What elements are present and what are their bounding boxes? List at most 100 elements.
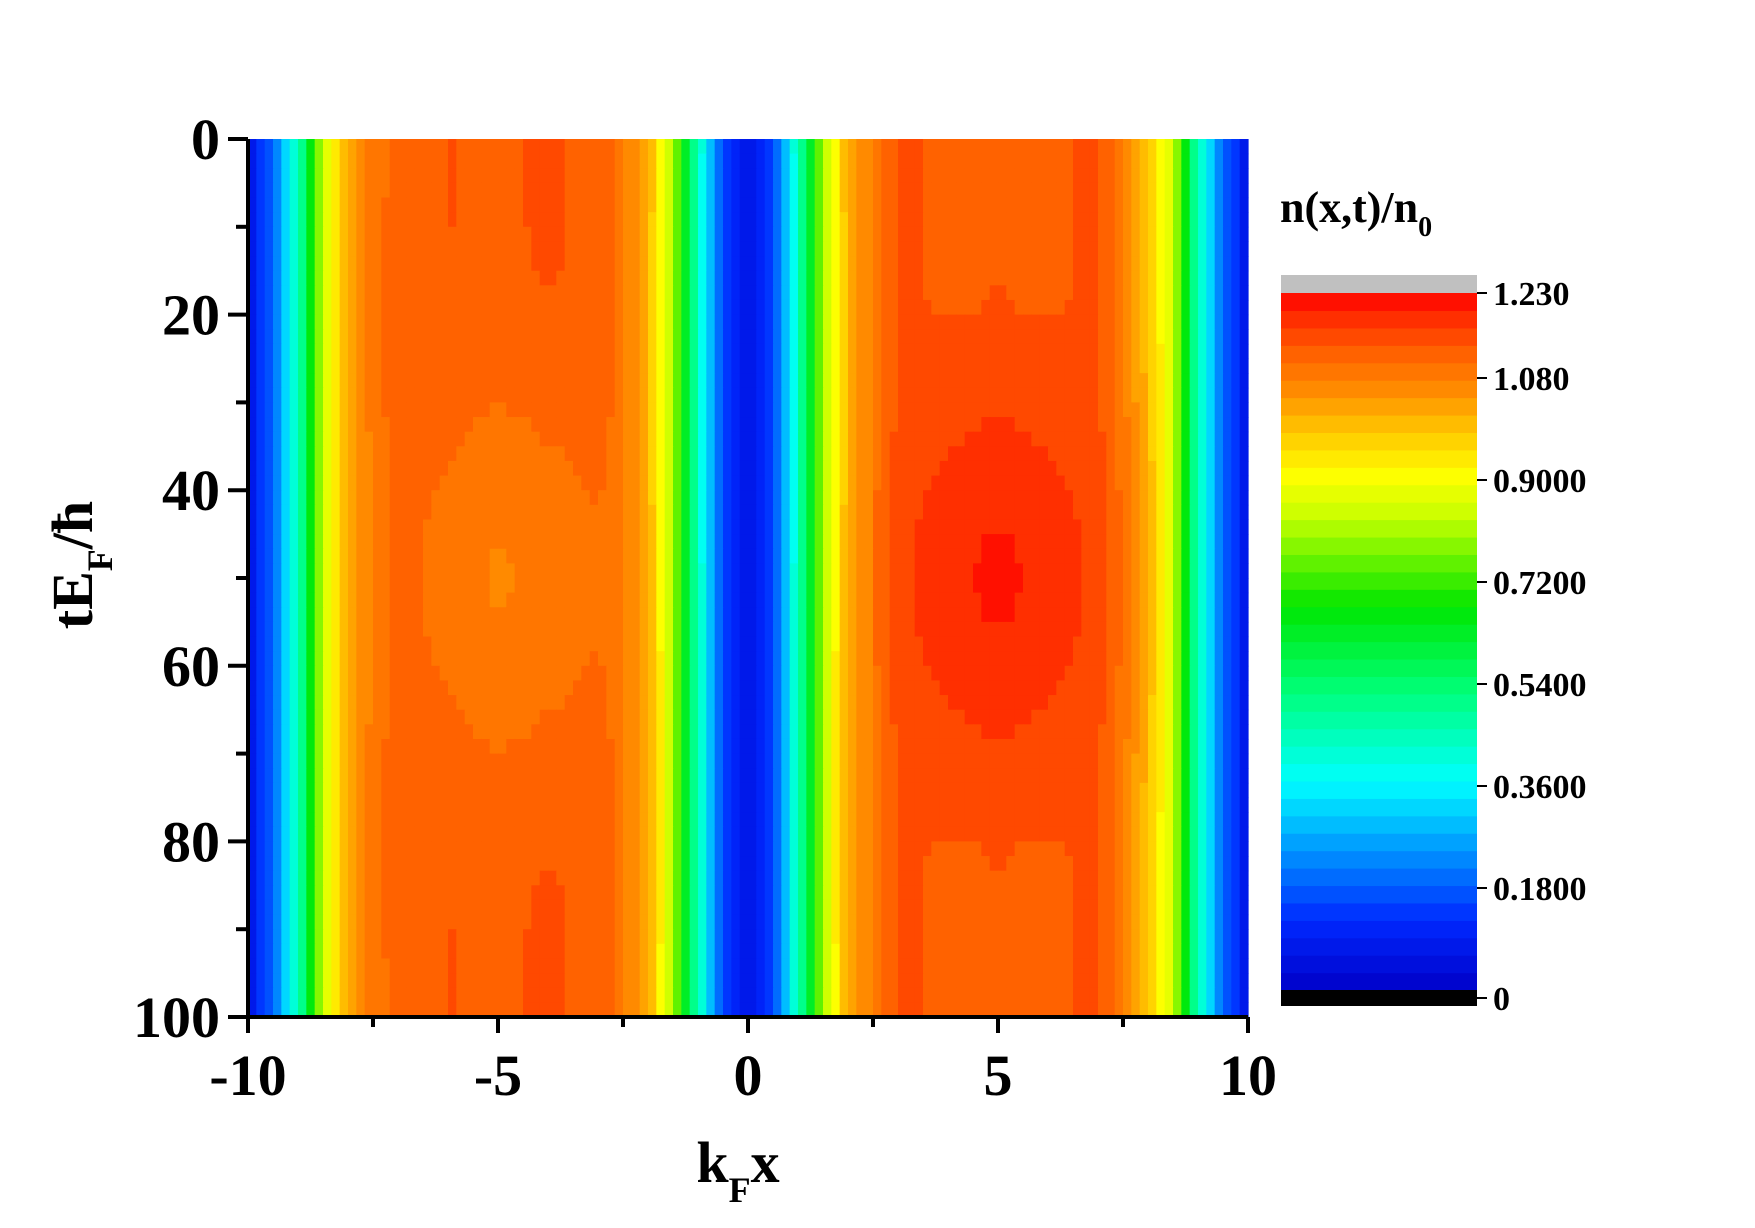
heatmap-cell [973, 446, 982, 462]
heatmap-cell [739, 695, 749, 711]
heatmap-cell [339, 241, 349, 257]
heatmap-cell [981, 724, 991, 740]
heatmap-cell [489, 387, 499, 403]
heatmap-cell [498, 695, 507, 711]
heatmap-cell [514, 665, 524, 682]
heatmap-cell [339, 724, 349, 740]
heatmap-cell [1223, 285, 1232, 301]
heatmap-cell [998, 358, 1007, 374]
heatmap-cell [264, 256, 274, 272]
heatmap-cell [1006, 592, 1016, 608]
heatmap-cell [848, 212, 857, 228]
heatmap-cell [1123, 314, 1132, 330]
heatmap-cell [989, 724, 999, 740]
heatmap-cell [506, 417, 516, 433]
heatmap-cell [873, 621, 882, 638]
heatmap-cell [789, 578, 799, 594]
heatmap-cell [264, 607, 274, 623]
heatmap-cell [581, 182, 591, 199]
heatmap-cell [481, 212, 491, 228]
heatmap-cell [489, 475, 499, 491]
heatmap-cell [1106, 241, 1116, 257]
heatmap-cell [406, 343, 416, 360]
heatmap-cell [714, 607, 724, 623]
heatmap-cell [631, 490, 641, 506]
heatmap-cell [639, 504, 649, 521]
heatmap-cell [806, 153, 816, 169]
heatmap-cell [456, 592, 466, 608]
heatmap-cell [1039, 534, 1049, 550]
heatmap-cell [498, 738, 507, 755]
heatmap-cell [298, 270, 307, 286]
heatmap-cell [1073, 153, 1082, 169]
heatmap-cell [1114, 417, 1124, 433]
heatmap-cell [823, 197, 832, 213]
heatmap-cell [331, 665, 341, 682]
heatmap-cell [656, 168, 666, 184]
heatmap-cell [939, 343, 949, 360]
heatmap-cell [1131, 241, 1141, 257]
heatmap-cell [598, 460, 607, 477]
heatmap-cell [431, 314, 441, 330]
heatmap-cell [839, 446, 849, 462]
heatmap-cell [523, 402, 532, 418]
heatmap-cell [1064, 139, 1074, 155]
heatmap-cell [656, 548, 666, 564]
heatmap-cell [356, 256, 366, 272]
heatmap-cell [806, 387, 816, 403]
heatmap-cell [1198, 139, 1207, 155]
heatmap-cell [398, 563, 407, 579]
heatmap-cell [439, 402, 449, 418]
heatmap-cell [881, 212, 891, 228]
heatmap-cell [956, 153, 966, 169]
heatmap-cell [1089, 139, 1099, 155]
heatmap-cell [823, 578, 832, 594]
heatmap-cell [1223, 256, 1232, 272]
heatmap-cell [673, 490, 682, 506]
heatmap-cell [1206, 182, 1216, 199]
heatmap-cell [939, 329, 949, 345]
heatmap-cell [806, 738, 816, 755]
heatmap-cell [839, 460, 849, 477]
heatmap-cell [564, 680, 574, 696]
heatmap-cell [973, 621, 982, 638]
heatmap-cell [1231, 226, 1241, 243]
heatmap-cell [339, 680, 349, 696]
heatmap-cell [589, 607, 599, 623]
heatmap-cell [973, 680, 982, 696]
heatmap-cell [1156, 241, 1166, 257]
heatmap-cell [539, 153, 549, 169]
heatmap-cell [1214, 695, 1224, 711]
heatmap-cell [898, 446, 907, 462]
heatmap-cell [698, 270, 707, 286]
heatmap-cell [1131, 314, 1141, 330]
heatmap-cell [939, 709, 949, 725]
heatmap-cell [548, 431, 557, 447]
heatmap-cell [1156, 343, 1166, 360]
heatmap-cell [348, 446, 357, 462]
heatmap-cell [1114, 182, 1124, 199]
heatmap-cell [548, 738, 557, 755]
heatmap-cell [689, 563, 699, 579]
heatmap-cell [1206, 636, 1216, 652]
heatmap-cell [573, 358, 582, 374]
heatmap-cell [823, 548, 832, 564]
heatmap-cell [498, 621, 507, 638]
heatmap-cell [906, 621, 916, 638]
heatmap-cell [1198, 241, 1207, 257]
heatmap-cell [414, 417, 424, 433]
heatmap-cell [439, 197, 449, 213]
heatmap-cell [848, 358, 857, 374]
heatmap-cell [1006, 417, 1016, 433]
heatmap-cell [889, 636, 899, 652]
heatmap-cell [731, 534, 741, 550]
heatmap-cell [981, 270, 991, 286]
heatmap-cell [831, 709, 841, 725]
heatmap-cell [1056, 402, 1066, 418]
heatmap-cell [389, 475, 399, 491]
heatmap-cell [489, 241, 499, 257]
heatmap-cell [631, 651, 641, 667]
heatmap-cell [1098, 548, 1107, 564]
heatmap-cell [573, 460, 582, 477]
heatmap-cell [623, 709, 632, 725]
